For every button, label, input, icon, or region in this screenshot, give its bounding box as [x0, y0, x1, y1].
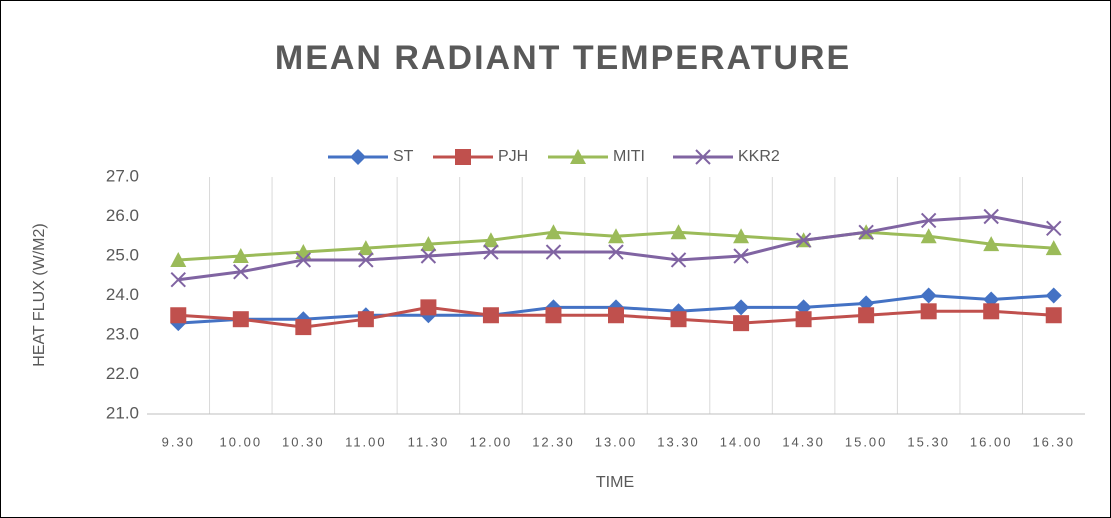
data-point: [357, 311, 374, 328]
x-tick-label: 11.30: [408, 434, 450, 449]
x-tick-label: 10.00: [220, 434, 263, 449]
legend-label: MITI: [613, 148, 645, 165]
data-point: [295, 252, 312, 268]
y-tick-label: 22.0: [106, 364, 139, 383]
data-point: [795, 232, 812, 248]
x-tick-label: 9.30: [162, 434, 195, 449]
x-tick-label: 12.30: [532, 434, 575, 449]
data-point: [733, 299, 750, 316]
data-point: [983, 303, 1000, 320]
data-point: [545, 244, 562, 260]
data-point: [795, 311, 812, 328]
y-tick-label: 25.0: [106, 245, 139, 264]
data-point: [858, 224, 874, 241]
x-tick-label: 14.00: [720, 434, 763, 449]
x-tick-label: 13.30: [657, 434, 700, 449]
y-tick-label: 21.0: [106, 403, 139, 422]
data-point: [1045, 287, 1062, 304]
x-tick-label: 15.00: [845, 434, 888, 449]
data-point: [608, 307, 624, 324]
data-point: [1046, 220, 1062, 237]
x-tick-label: 14.30: [782, 434, 825, 449]
data-point: [545, 224, 562, 240]
x-tick-label: 16.00: [970, 434, 1013, 449]
data-point: [920, 212, 937, 229]
x-tick-label: 15.30: [907, 434, 950, 449]
data-point: [670, 311, 687, 328]
data-point: [545, 307, 562, 324]
x-axis-label: TIME: [596, 474, 634, 491]
legend-marker: [455, 149, 471, 165]
data-point: [733, 228, 750, 244]
data-point: [295, 319, 312, 336]
x-tick-label: 10.30: [282, 434, 325, 449]
data-point: [233, 264, 249, 280]
data-point: [170, 271, 186, 288]
data-point: [733, 248, 749, 264]
x-tick-label: 12.00: [470, 434, 513, 449]
y-tick-label: 24.0: [106, 285, 139, 304]
data-point: [983, 208, 999, 225]
data-point: [482, 307, 499, 324]
legend-marker: [350, 149, 366, 165]
data-point: [983, 236, 1000, 252]
data-point: [482, 232, 499, 248]
data-point: [420, 299, 437, 316]
data-point: [733, 315, 750, 332]
chart-title: MEAN RADIANT TEMPERATURE: [275, 39, 851, 77]
data-point: [358, 252, 374, 268]
x-tick-label: 13.00: [595, 434, 638, 449]
legend-label: PJH: [498, 148, 528, 165]
y-axis-label: HEAT FLUX (W/M2): [31, 223, 48, 366]
x-tick-label: 16.30: [1032, 434, 1075, 449]
y-tick-label: 23.0: [106, 324, 139, 343]
legend-label: ST: [393, 148, 414, 165]
data-point: [357, 240, 374, 256]
legend-label: KKR2: [738, 148, 780, 165]
legend-marker: [695, 149, 711, 165]
data-point: [920, 287, 937, 304]
data-point: [608, 244, 624, 260]
data-point: [232, 311, 249, 328]
legend-marker: [570, 149, 586, 164]
y-tick-label: 27.0: [106, 166, 139, 185]
data-point: [1045, 307, 1062, 324]
data-point: [858, 307, 875, 324]
data-point: [670, 252, 687, 268]
data-point: [483, 244, 499, 260]
data-point: [170, 307, 187, 324]
data-point: [608, 228, 624, 244]
data-point: [232, 248, 249, 263]
data-point: [920, 303, 937, 320]
data-point: [670, 224, 687, 240]
data-point: [920, 228, 937, 244]
x-tick-label: 11.00: [345, 434, 387, 449]
data-point: [1045, 240, 1062, 256]
y-tick-label: 26.0: [106, 206, 139, 225]
data-point: [170, 251, 187, 267]
data-point: [420, 248, 437, 264]
data-point: [420, 236, 437, 252]
